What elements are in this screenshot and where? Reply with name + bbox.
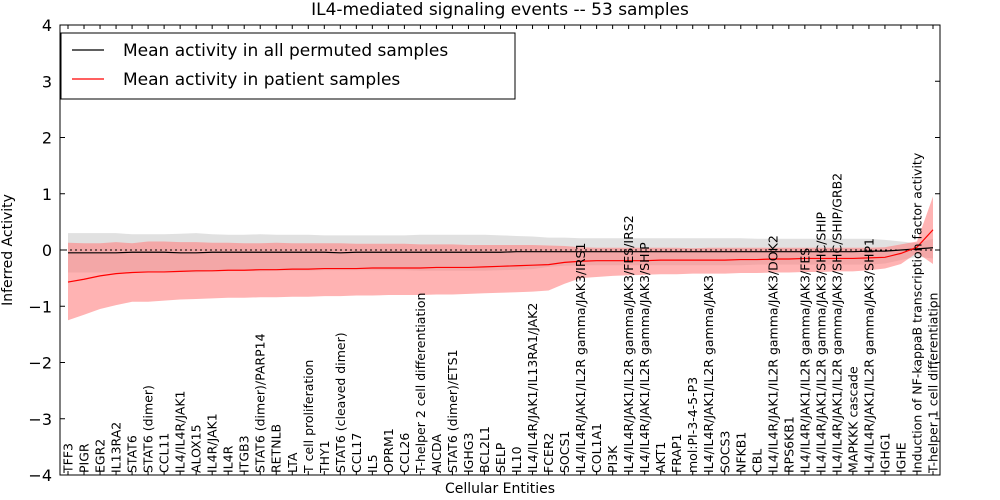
y-tick-label: 4 — [42, 16, 52, 35]
x-category-label: MAPKKK cascade — [845, 366, 860, 473]
x-category-label: AICDA — [429, 434, 444, 473]
x-category-label: PI3K — [605, 445, 620, 473]
y-tick-label: 2 — [42, 129, 52, 148]
x-category-label: T-helper 1 cell differentiation — [926, 293, 941, 474]
x-category-label: IL4/IL4R/JAK1/IL2R gamma/JAK3/SHIP — [637, 242, 652, 473]
x-category-label: IL4/IL4R/JAK1/IL2R gamma/JAK3/SHC/SHIP/G… — [829, 173, 844, 473]
x-category-label: RETNLB — [269, 424, 284, 473]
x-category-label: SOCS3 — [717, 431, 732, 473]
x-category-label: T cell proliferation — [301, 360, 316, 474]
x-category-label: IL5 — [365, 454, 380, 473]
x-category-label: Induction of NF-kappaB transcription fac… — [909, 152, 924, 473]
x-category-label: IGHE — [893, 442, 908, 473]
x-axis-label: Cellular Entities — [445, 481, 555, 497]
x-category-label: LTA — [285, 452, 300, 473]
x-category-label: IGHG3 — [461, 433, 476, 473]
legend: Mean activity in all permuted samples Me… — [60, 32, 516, 100]
x-category-label: IL4R — [221, 445, 236, 473]
y-tick-label: −2 — [28, 354, 52, 373]
x-category-label: COL1A1 — [589, 423, 604, 473]
x-category-label: IL4/IL4R/JAK1/IL13RA1/JAK2 — [525, 303, 540, 473]
x-category-label: THY1 — [317, 440, 332, 474]
x-category-label: SOCS1 — [557, 431, 572, 473]
x-axis-ticks — [67, 25, 934, 475]
x-category-label: CCL11 — [157, 433, 172, 473]
x-category-label: mol:PI-3-4-5-P3 — [685, 377, 700, 473]
x-category-label: CCL17 — [349, 433, 364, 473]
y-axis-ticks: −4 −3 −2 −1 0 1 2 3 4 — [28, 16, 940, 485]
x-category-label: IL4/IL4R/JAK1/IL2R gamma/JAK3/SHP1 — [861, 238, 876, 473]
x-category-label: IL4R/JAK1 — [205, 413, 220, 473]
y-tick-label: 0 — [42, 241, 52, 260]
x-category-label: PIGR — [77, 443, 92, 473]
chart-title: IL4-mediated signaling events -- 53 samp… — [311, 0, 689, 20]
x-category-label: STAT6 (dimer) — [141, 385, 156, 473]
x-category-label: IL13RA2 — [109, 422, 124, 473]
band-series-1 — [68, 196, 933, 321]
x-category-label: FRAP1 — [669, 434, 684, 473]
x-category-label: ITGB3 — [237, 435, 252, 473]
x-category-label: STAT6 (cleaved dimer) — [333, 332, 348, 473]
x-category-label: IL4/IL4R/JAK1/IL2R gamma/JAK3/FES — [797, 248, 812, 473]
x-category-label: STAT6 — [125, 435, 140, 473]
x-category-label: IGHG1 — [877, 433, 892, 473]
line-series-0 — [68, 247, 934, 254]
line-series-1 — [67, 229, 934, 283]
x-category-label: ALOX15 — [189, 424, 204, 473]
legend-box — [60, 32, 516, 100]
x-category-label: BCL2L1 — [477, 426, 492, 473]
legend-label-patient: Mean activity in patient samples — [123, 70, 400, 90]
x-category-label: CBL — [749, 449, 764, 473]
y-tick-label: −1 — [28, 297, 52, 316]
y-tick-label: −3 — [28, 410, 52, 429]
category-labels: TFF3 PIGR EGR2 IL13RA2 STAT6 STAT6 (dimer) CCL… — [61, 152, 941, 474]
x-category-label: FCER2 — [541, 433, 556, 473]
x-category-label: STAT6 (dimer)/ETS1 — [445, 349, 460, 473]
x-category-label: SELP — [493, 442, 508, 473]
x-category-label: EGR2 — [93, 439, 108, 473]
x-category-label: IL4/IL4R/JAK1 — [173, 391, 188, 473]
x-category-label: IL4/IL4R/JAK1/IL2R gamma/JAK3/IRS1 — [573, 243, 588, 473]
x-category-label: RPS6KB1 — [781, 416, 796, 473]
x-category-label: IL10 — [509, 446, 524, 473]
x-category-label: AKT1 — [653, 442, 668, 473]
series-lines — [67, 229, 934, 283]
x-category-label: T-helper 2 cell differentiation — [413, 293, 428, 474]
y-tick-label: 1 — [42, 185, 52, 204]
x-category-label: NFKB1 — [733, 432, 748, 473]
y-tick-label: −4 — [28, 466, 52, 485]
y-axis-label: Inferred Activity — [0, 194, 16, 306]
legend-label-permuted: Mean activity in all permuted samples — [123, 41, 448, 61]
x-category-label: CCL26 — [397, 433, 412, 473]
x-category-label: OPRM1 — [381, 428, 396, 473]
x-category-label: STAT6 (dimer)/PARP14 — [253, 333, 268, 473]
y-tick-label: 3 — [42, 72, 52, 91]
x-category-label: TFF3 — [61, 443, 76, 474]
x-category-label: IL4/IL4R/JAK1/IL2R gamma/JAK3 — [701, 275, 716, 473]
x-category-label: IL4/IL4R/JAK1/IL2R gamma/JAK3/FES/IRS2 — [621, 215, 636, 473]
x-category-label: IL4/IL4R/JAK1/IL2R gamma/JAK3/DOK2 — [765, 235, 780, 473]
x-category-label: IL4/IL4R/JAK1/IL2R gamma/JAK3/SHC/SHIP — [813, 212, 828, 473]
